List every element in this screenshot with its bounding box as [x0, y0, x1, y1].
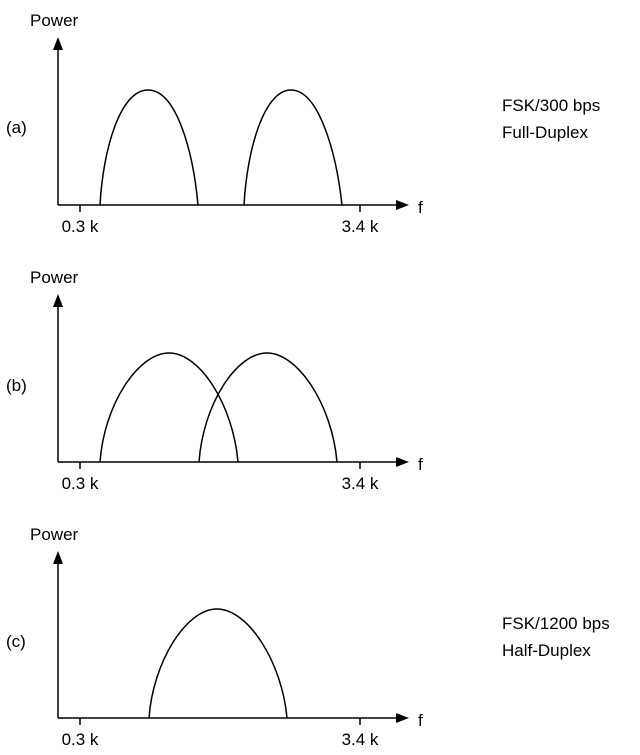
- tick-label-low: 0.3 k: [62, 730, 99, 749]
- panel-b: Power f 0.3 k 3.4 k (b): [6, 268, 423, 493]
- tick-label-high: 3.4 k: [342, 730, 379, 749]
- spectrum-lobe-low: [99, 352, 239, 463]
- y-axis-arrow: [53, 294, 63, 307]
- panel-label: (a): [6, 118, 27, 137]
- x-axis-label: f: [418, 198, 423, 217]
- x-axis-arrow: [396, 457, 409, 467]
- y-axis-arrow: [53, 37, 63, 50]
- panel-c: Power f 0.3 k 3.4 k (c) FSK/1200 bps Hal…: [6, 525, 610, 749]
- panel-label: (b): [6, 376, 27, 395]
- x-axis-arrow: [396, 713, 409, 723]
- x-axis-arrow: [396, 200, 409, 210]
- caption-line-2: Half-Duplex: [502, 641, 591, 660]
- spectrum-lobe-high: [243, 89, 343, 206]
- tick-label-high: 3.4 k: [342, 217, 379, 236]
- x-axis-label: f: [418, 711, 423, 730]
- caption-line-2: Full-Duplex: [502, 123, 588, 142]
- x-axis-label: f: [418, 455, 423, 474]
- spectrum-lobe-low: [99, 89, 199, 206]
- spectrum-lobe-high: [198, 352, 338, 463]
- tick-label-low: 0.3 k: [62, 474, 99, 493]
- y-axis-label: Power: [30, 11, 79, 30]
- tick-label-low: 0.3 k: [62, 217, 99, 236]
- panel-label: (c): [6, 632, 26, 651]
- y-axis-arrow: [53, 551, 63, 564]
- spectrum-lobe: [148, 608, 288, 719]
- panel-a: Power f 0.3 k 3.4 k (a) FSK/300 bps Full…: [6, 11, 600, 236]
- y-axis-label: Power: [30, 268, 79, 287]
- y-axis-label: Power: [30, 525, 79, 544]
- caption-line-1: FSK/300 bps: [502, 96, 600, 115]
- tick-label-high: 3.4 k: [342, 474, 379, 493]
- caption-line-1: FSK/1200 bps: [502, 614, 610, 633]
